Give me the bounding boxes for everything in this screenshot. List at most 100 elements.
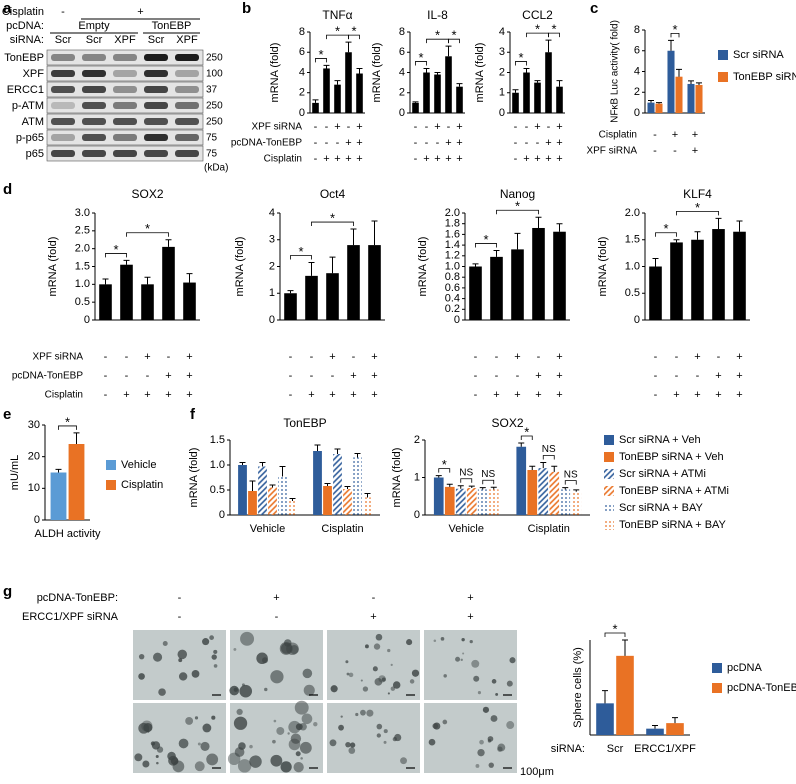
sphere <box>237 759 252 773</box>
sphere <box>469 639 473 644</box>
significance-bracket <box>460 478 473 483</box>
bar <box>691 239 704 320</box>
micrograph <box>327 630 420 700</box>
mw-label: 75 <box>206 149 218 160</box>
legend-swatch <box>604 520 614 530</box>
condition-sign: + <box>186 370 192 382</box>
condition-sign: - <box>104 370 108 382</box>
y-axis-label: mU/mL <box>9 455 21 490</box>
significance-bracket <box>348 34 360 40</box>
condition-sign: - <box>653 145 657 157</box>
significance-label: NS <box>459 467 473 478</box>
significance-bracket <box>496 209 539 215</box>
error-bar <box>529 465 536 470</box>
y-tick-label: 30 <box>28 419 40 431</box>
condition-sign: + <box>493 389 499 401</box>
significance-label: * <box>483 232 488 247</box>
error-bar <box>324 483 331 486</box>
significance-label: * <box>418 50 423 65</box>
condition-sign: - <box>289 351 293 363</box>
sphere <box>509 657 516 664</box>
condition-sign: + <box>692 129 698 141</box>
bar <box>538 468 549 515</box>
sphere <box>153 652 163 662</box>
error-bar <box>165 239 172 247</box>
y-tick-label: 1.8 <box>445 218 460 230</box>
error-bar <box>562 487 569 490</box>
sphere <box>288 720 301 734</box>
sphere <box>270 670 284 684</box>
sphere <box>433 639 437 642</box>
y-tick-label: 0.2 <box>445 303 460 315</box>
protein-label: p65 <box>26 148 44 160</box>
bar <box>695 84 703 113</box>
sphere <box>134 753 143 762</box>
sphere <box>477 748 485 757</box>
bar <box>733 231 746 320</box>
condition-sign: + <box>434 121 440 133</box>
blot-band <box>175 86 199 93</box>
error-bar <box>493 249 500 257</box>
y-axis-label: mRNA (fold) <box>391 448 403 508</box>
sphere <box>462 652 465 655</box>
error-bar <box>314 444 321 451</box>
significance-label: * <box>335 24 340 39</box>
condition-sign: - <box>425 137 429 149</box>
bar <box>655 103 663 113</box>
sphere <box>428 738 436 746</box>
condition-sign: + <box>165 389 171 401</box>
bar <box>646 728 664 735</box>
condition-sign: - <box>654 370 658 382</box>
condition-sign: - <box>167 351 171 363</box>
sphere <box>200 741 210 751</box>
significance-label: * <box>351 24 356 39</box>
sphere <box>138 653 145 660</box>
bar <box>248 491 257 515</box>
sphere <box>491 679 497 684</box>
image-condition-sign: - <box>178 592 182 604</box>
sphere <box>364 644 369 649</box>
significance-bracket <box>415 61 427 66</box>
sphere <box>178 658 183 663</box>
mw-label: 37 <box>206 85 218 96</box>
sphere <box>362 686 369 692</box>
condition-sign: + <box>345 137 351 149</box>
sphere <box>376 733 381 738</box>
condition-label: pcDNA-TonEBP <box>12 371 83 382</box>
condition-sign: + <box>715 370 721 382</box>
condition-sign: + <box>334 153 340 165</box>
significance-bracket <box>655 232 677 237</box>
chart-title: CCL2 <box>522 8 553 22</box>
legend-label: TonEBP siRNA + Veh <box>619 451 724 463</box>
bar <box>466 488 477 515</box>
error-bar <box>435 475 442 478</box>
condition-sign: + <box>692 145 698 157</box>
condition-sign: + <box>329 351 335 363</box>
error-bar <box>688 80 694 84</box>
sphere <box>299 741 312 754</box>
chart-title: KLF4 <box>683 187 712 201</box>
condition-sign: + <box>556 389 562 401</box>
bar <box>444 486 455 515</box>
blot-condition: Scr <box>86 34 103 46</box>
chart-title: TNFα <box>322 8 352 22</box>
legend-label: TonEBP siRNA <box>733 71 796 83</box>
significance-label: * <box>695 200 700 215</box>
error-bar <box>672 717 678 724</box>
blot-band <box>51 70 75 77</box>
image-condition-sign: + <box>467 611 473 623</box>
legend-swatch <box>712 663 722 673</box>
sphere <box>482 706 490 713</box>
bar <box>183 282 196 320</box>
micrograph <box>424 703 517 773</box>
y-tick-label: 6 <box>399 46 405 58</box>
error-bar <box>551 465 558 472</box>
legend-label: pcDNA <box>727 662 763 674</box>
significance-bracket <box>448 38 460 44</box>
mw-label: 100 <box>206 69 223 80</box>
sphere <box>471 659 480 668</box>
y-tick-label: 0 <box>454 314 460 326</box>
significance-label: * <box>113 242 118 257</box>
sphere <box>443 674 447 678</box>
